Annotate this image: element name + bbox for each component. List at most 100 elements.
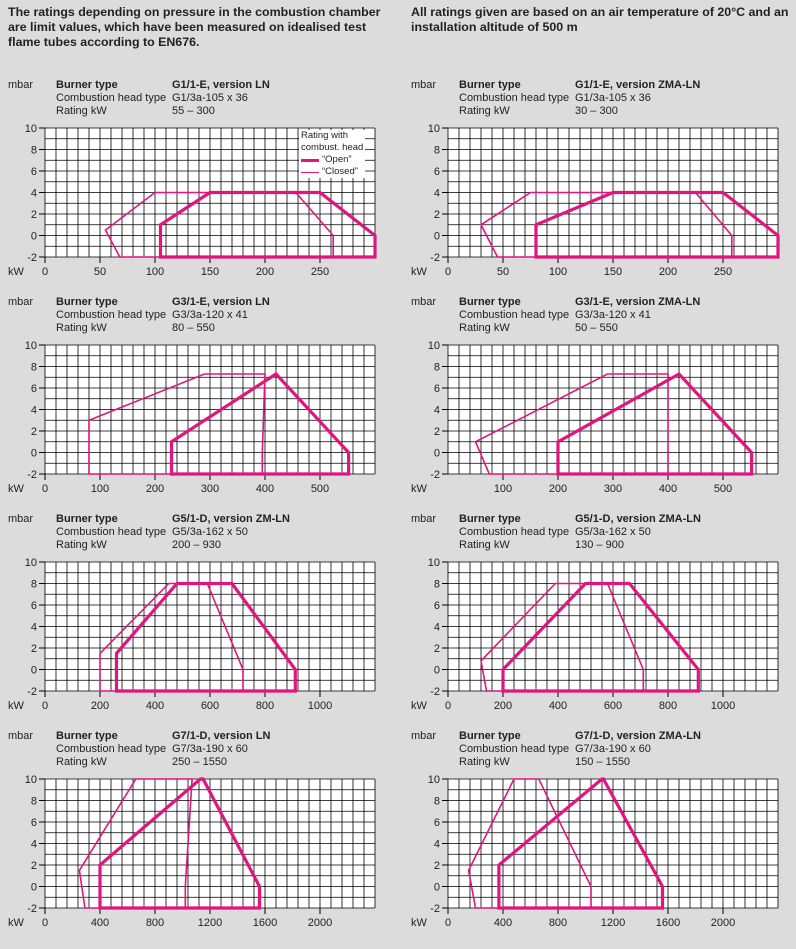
x-tick-label: 800 — [256, 700, 274, 712]
y-tick-label: 10 — [25, 340, 37, 352]
x-tick-label: 800 — [146, 917, 164, 929]
y-tick-label: 4 — [434, 188, 440, 200]
y-tick-label: 2 — [434, 209, 440, 221]
info-row: Rating kW 30 – 300 — [459, 105, 700, 118]
curve-closed — [104, 191, 335, 258]
curve-open — [158, 190, 377, 259]
y-tick-label: 4 — [31, 405, 37, 417]
x-tick-label: 400 — [494, 917, 512, 929]
y-tick-label: 2 — [434, 643, 440, 655]
x-tick-label: 0 — [42, 917, 48, 929]
y-tick-label: 8 — [434, 145, 440, 157]
x-tick-label: 250 — [311, 266, 329, 278]
x-tick-label: 1000 — [308, 700, 332, 712]
info-value: G3/1-E, version LN — [172, 296, 270, 308]
legend-title: Rating with — [301, 130, 348, 141]
info-key: Burner type — [56, 79, 118, 91]
info-key: Rating kW — [56, 322, 107, 334]
y-unit-label: mbar — [411, 730, 437, 742]
chart-panel-7: mbar Burner type G7/1-D, version LN Combust… — [0, 726, 398, 942]
legend-swatch — [301, 171, 319, 173]
info-key: Burner type — [459, 513, 521, 525]
curve-closed — [467, 778, 592, 909]
info-value: 150 – 1550 — [575, 756, 631, 768]
chart-svg: -2 0 2 4 6 8 10 0 200 400 600 800 1000 kW — [411, 557, 779, 712]
header-note-left: The ratings depending on pressure in the… — [8, 5, 381, 49]
info-row: Burner type G5/1-D, version ZMA-LN — [459, 513, 701, 526]
curve-closed — [88, 373, 266, 475]
x-tick-label: 200 — [256, 266, 274, 278]
y-unit-label: mbar — [8, 79, 34, 91]
y-unit-label: mbar — [8, 513, 34, 525]
x-tick-label: 600 — [604, 700, 622, 712]
info-value: G5/3a-162 x 50 — [575, 526, 651, 538]
chart-svg: -2 0 2 4 6 8 10 0 400 800 1200 1600 2000 kW — [411, 774, 779, 929]
x-unit-label: kW — [411, 917, 428, 929]
x-unit-label: kW — [411, 266, 428, 278]
info-key: Combustion head type — [459, 743, 570, 755]
x-tick-label: 600 — [201, 700, 219, 712]
curve-open — [501, 581, 700, 693]
y-tick-label: 0 — [434, 448, 440, 460]
info-key: Rating kW — [459, 322, 510, 334]
y-tick-label: 6 — [434, 817, 440, 829]
x-tick-label: 1200 — [198, 917, 222, 929]
x-tick-label: 250 — [714, 266, 732, 278]
x-tick-label: 0 — [42, 700, 48, 712]
burner-info: Burner type G5/1-D, version ZMA-LN Combust… — [459, 513, 701, 552]
curve-open — [497, 777, 665, 910]
x-tick-label: 200 — [146, 483, 164, 495]
info-row: Combustion head type G1/3a-105 x 36 — [459, 92, 700, 105]
y-tick-label: -2 — [27, 252, 37, 264]
burner-info: Burner type G3/1-E, version LN Combustion … — [56, 296, 270, 335]
info-value: G1/1-E, version ZMA-LN — [575, 79, 701, 91]
x-tick-label: 500 — [714, 483, 732, 495]
chart-panel-5: mbar Burner type G5/1-D, version ZM-LN Comb… — [0, 509, 398, 725]
info-key: Rating kW — [56, 756, 107, 768]
info-row: Rating kW 200 – 930 — [56, 539, 290, 552]
y-tick-label: 0 — [434, 665, 440, 677]
chart-panel-8: mbar Burner type G7/1-D, version ZMA-LN Com… — [403, 726, 796, 942]
info-key: Combustion head type — [56, 526, 167, 538]
x-tick-label: 100 — [549, 266, 567, 278]
chart-panel-2: mbar Burner type G1/1-E, version ZMA-LN Com… — [403, 75, 796, 291]
curve-open — [98, 777, 262, 910]
chart-svg: -2 0 2 4 6 8 10 0 200 400 600 800 1000 kW — [8, 557, 376, 712]
x-tick-label: 0 — [42, 483, 48, 495]
curve-closed — [99, 582, 244, 692]
y-tick-label: 8 — [434, 579, 440, 591]
y-tick-label: 0 — [31, 448, 37, 460]
y-tick-label: 2 — [31, 426, 37, 438]
y-tick-label: 6 — [434, 600, 440, 612]
y-tick-label: 2 — [31, 643, 37, 655]
y-tick-label: 2 — [31, 209, 37, 221]
curve-open — [534, 190, 780, 259]
chart-panel-6: mbar Burner type G5/1-D, version ZMA-LN Com… — [403, 509, 796, 725]
y-tick-label: 4 — [434, 622, 440, 634]
x-tick-label: 2000 — [308, 917, 332, 929]
info-value: 55 – 300 — [172, 105, 215, 117]
y-tick-label: 0 — [31, 882, 37, 894]
info-row: Burner type G7/1-D, version ZMA-LN — [459, 730, 701, 743]
y-unit-label: mbar — [411, 296, 437, 308]
y-tick-label: 4 — [434, 839, 440, 851]
y-unit-label: mbar — [411, 513, 437, 525]
info-row: Combustion head type G3/3a-120 x 41 — [459, 309, 700, 322]
burner-info: Burner type G3/1-E, version ZMA-LN Combust… — [459, 296, 700, 335]
x-tick-label: 100 — [146, 266, 164, 278]
info-key: Burner type — [56, 296, 118, 308]
info-value: G1/3a-105 x 36 — [575, 92, 651, 104]
x-tick-label: 0 — [445, 700, 451, 712]
info-key: Combustion head type — [56, 743, 167, 755]
x-tick-label: 200 — [659, 266, 677, 278]
y-tick-label: 4 — [31, 188, 37, 200]
curve-closed — [479, 191, 733, 258]
header-note-right: All ratings given are based on an air te… — [411, 5, 789, 34]
x-tick-label: 1600 — [656, 917, 680, 929]
info-key: Combustion head type — [459, 526, 570, 538]
info-key: Combustion head type — [459, 309, 570, 321]
info-row: Combustion head type G3/3a-120 x 41 — [56, 309, 270, 322]
info-row: Combustion head type G7/3a-190 x 60 — [459, 743, 701, 756]
y-tick-label: -2 — [430, 903, 440, 915]
y-tick-label: 10 — [25, 123, 37, 135]
